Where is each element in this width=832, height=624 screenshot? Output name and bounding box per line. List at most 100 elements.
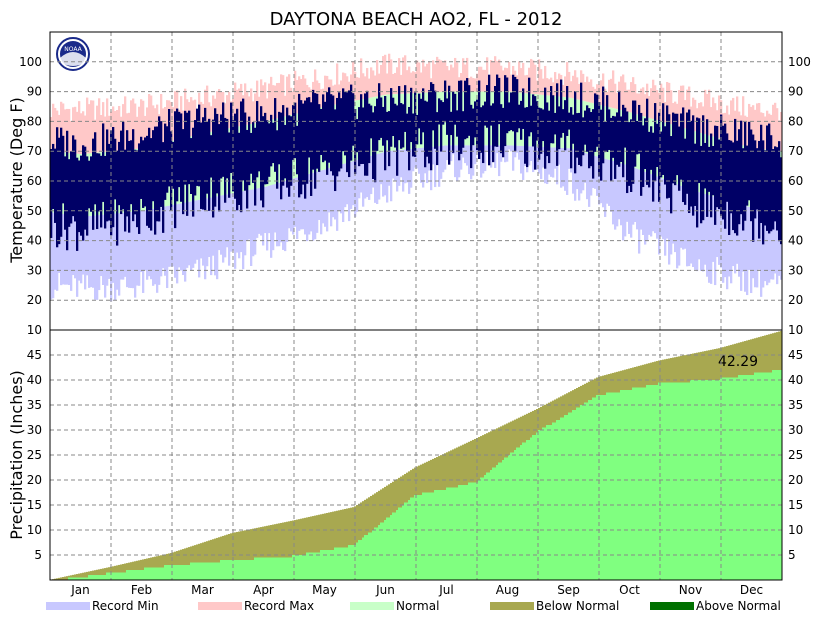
precip-observed-bar (508, 455, 510, 580)
record-min-bar (184, 202, 186, 281)
precip-observed-bar (312, 553, 314, 581)
record-min-bar (268, 186, 270, 233)
observed-bar (744, 122, 746, 221)
precip-observed-bar (286, 558, 288, 581)
observed-bar (528, 78, 530, 137)
precip-observed-bar (664, 383, 666, 581)
observed-bar (454, 94, 456, 125)
precip-tick-label-left: 5 (34, 548, 42, 562)
observed-bar (716, 126, 718, 207)
precip-observed-bar (348, 545, 350, 580)
precip-observed-bar (760, 373, 762, 581)
observed-bar (242, 99, 244, 181)
observed-bar (222, 102, 224, 176)
record-max-bar (530, 59, 532, 94)
observed-bar (128, 141, 130, 233)
precip-observed-bar (674, 383, 676, 581)
observed-bar (754, 140, 756, 218)
observed-bar (758, 141, 760, 239)
record-max-bar (492, 61, 494, 91)
precip-observed-bar (202, 563, 204, 581)
precip-observed-bar (734, 378, 736, 581)
observed-bar (766, 126, 768, 231)
precip-observed-bar (442, 490, 444, 580)
observed-bar (134, 150, 136, 215)
record-max-bar (482, 70, 484, 92)
record-min-bar (704, 194, 706, 265)
record-max-bar (446, 66, 448, 92)
legend-label: Below Normal (536, 599, 619, 613)
precip-top-tick-left: 10 (27, 323, 42, 337)
precip-observed-bar (248, 560, 250, 580)
precip-observed-bar (308, 553, 310, 581)
precip-observed-bar (350, 545, 352, 580)
precip-observed-bar (318, 553, 320, 581)
record-min-bar (214, 197, 216, 276)
observed-bar (674, 114, 676, 185)
observed-bar (680, 113, 682, 179)
record-max-bar (500, 66, 502, 92)
precip-observed-bar (118, 573, 120, 581)
record-max-bar (246, 92, 248, 125)
observed-bar (518, 105, 520, 129)
record-min-bar (748, 207, 750, 270)
observed-bar (756, 148, 758, 209)
precip-observed-bar (562, 418, 564, 581)
observed-bar (424, 101, 426, 168)
record-min-bar (338, 165, 340, 211)
observed-bar (526, 107, 528, 167)
observed-bar (668, 114, 670, 198)
record-min-bar (650, 174, 652, 236)
observed-bar (388, 111, 390, 166)
precip-observed-bar (94, 575, 96, 580)
precip-observed-bar (436, 490, 438, 580)
observed-bar (546, 102, 548, 156)
precip-observed-bar (580, 405, 582, 580)
precip-observed-bar (344, 548, 346, 581)
precip-observed-bar (234, 560, 236, 580)
observed-bar (114, 139, 116, 200)
precip-observed-bar (486, 473, 488, 581)
record-min-bar (584, 153, 586, 183)
precip-observed-bar (554, 423, 556, 581)
record-min-bar (320, 170, 322, 234)
precip-observed-bar (230, 560, 232, 580)
precip-normal-bar (64, 577, 66, 580)
record-min-bar (508, 145, 510, 149)
temp-tick-label-left: 20 (27, 293, 42, 307)
precip-observed-bar (232, 560, 234, 580)
legend-swatch (198, 602, 242, 610)
temp-tick-label-left: 70 (27, 144, 42, 158)
record-min-bar (356, 160, 358, 212)
precip-observed-bar (246, 560, 248, 580)
record-max-bar (540, 69, 542, 95)
record-min-bar (754, 208, 756, 287)
precip-observed-bar (206, 563, 208, 581)
precip-observed-bar (636, 388, 638, 581)
observed-bar (700, 146, 702, 223)
precip-observed-bar (358, 540, 360, 580)
observed-bar (132, 129, 134, 221)
record-min-bar (398, 150, 400, 186)
record-min-bar (474, 145, 476, 164)
observed-bar (256, 101, 258, 177)
precip-observed-bar (480, 478, 482, 581)
observed-bar (300, 100, 302, 194)
precip-observed-bar (438, 490, 440, 580)
record-min-bar (178, 204, 180, 268)
record-max-bar (372, 70, 374, 97)
observed-bar (706, 119, 708, 217)
month-tick-label: Sep (557, 583, 580, 597)
observed-bar (570, 107, 572, 168)
record-max-bar (396, 67, 398, 94)
record-max-bar (78, 101, 80, 154)
record-min-bar (456, 145, 458, 181)
temp-tick-label-right: 80 (788, 114, 803, 128)
precip-observed-bar (548, 425, 550, 580)
precip-observed-bar (254, 558, 256, 581)
record-max-bar (670, 90, 672, 124)
observed-bar (432, 84, 434, 130)
observed-bar (332, 96, 334, 176)
precip-tick-label-right: 15 (788, 498, 803, 512)
precip-observed-bar (252, 560, 254, 580)
